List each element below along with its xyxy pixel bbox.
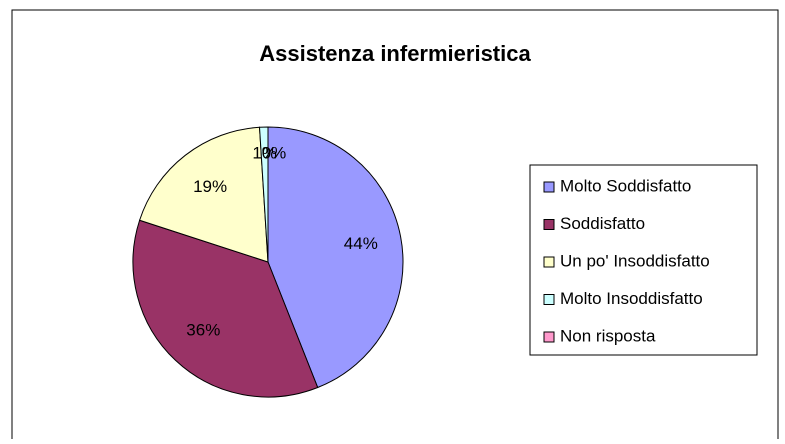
legend-swatch: [543, 331, 555, 343]
pie-slice: [267, 126, 404, 389]
legend-label: Molto Soddisfatto: [560, 176, 691, 195]
legend-swatch: [543, 181, 555, 193]
data-label: 44%: [344, 234, 378, 253]
chart-title: Assistenza infermieristica: [259, 41, 531, 66]
data-label: 36%: [186, 320, 220, 339]
legend-swatch: [543, 219, 555, 230]
legend-label: Non risposta: [560, 326, 656, 345]
data-label: 1%: [252, 144, 277, 163]
data-label: 0%: [262, 143, 287, 162]
legend-swatch: [543, 256, 555, 268]
pie-slice: [132, 219, 319, 398]
legend-label: Un po' Insoddisfatto: [560, 251, 710, 270]
legend-label: Soddisfatto: [560, 214, 645, 233]
data-label: 19%: [193, 177, 227, 196]
legend-swatch: [543, 294, 555, 305]
legend-label: Molto Insoddisfatto: [560, 289, 703, 308]
legend-box: [529, 164, 758, 356]
pie-slice: [138, 126, 269, 263]
